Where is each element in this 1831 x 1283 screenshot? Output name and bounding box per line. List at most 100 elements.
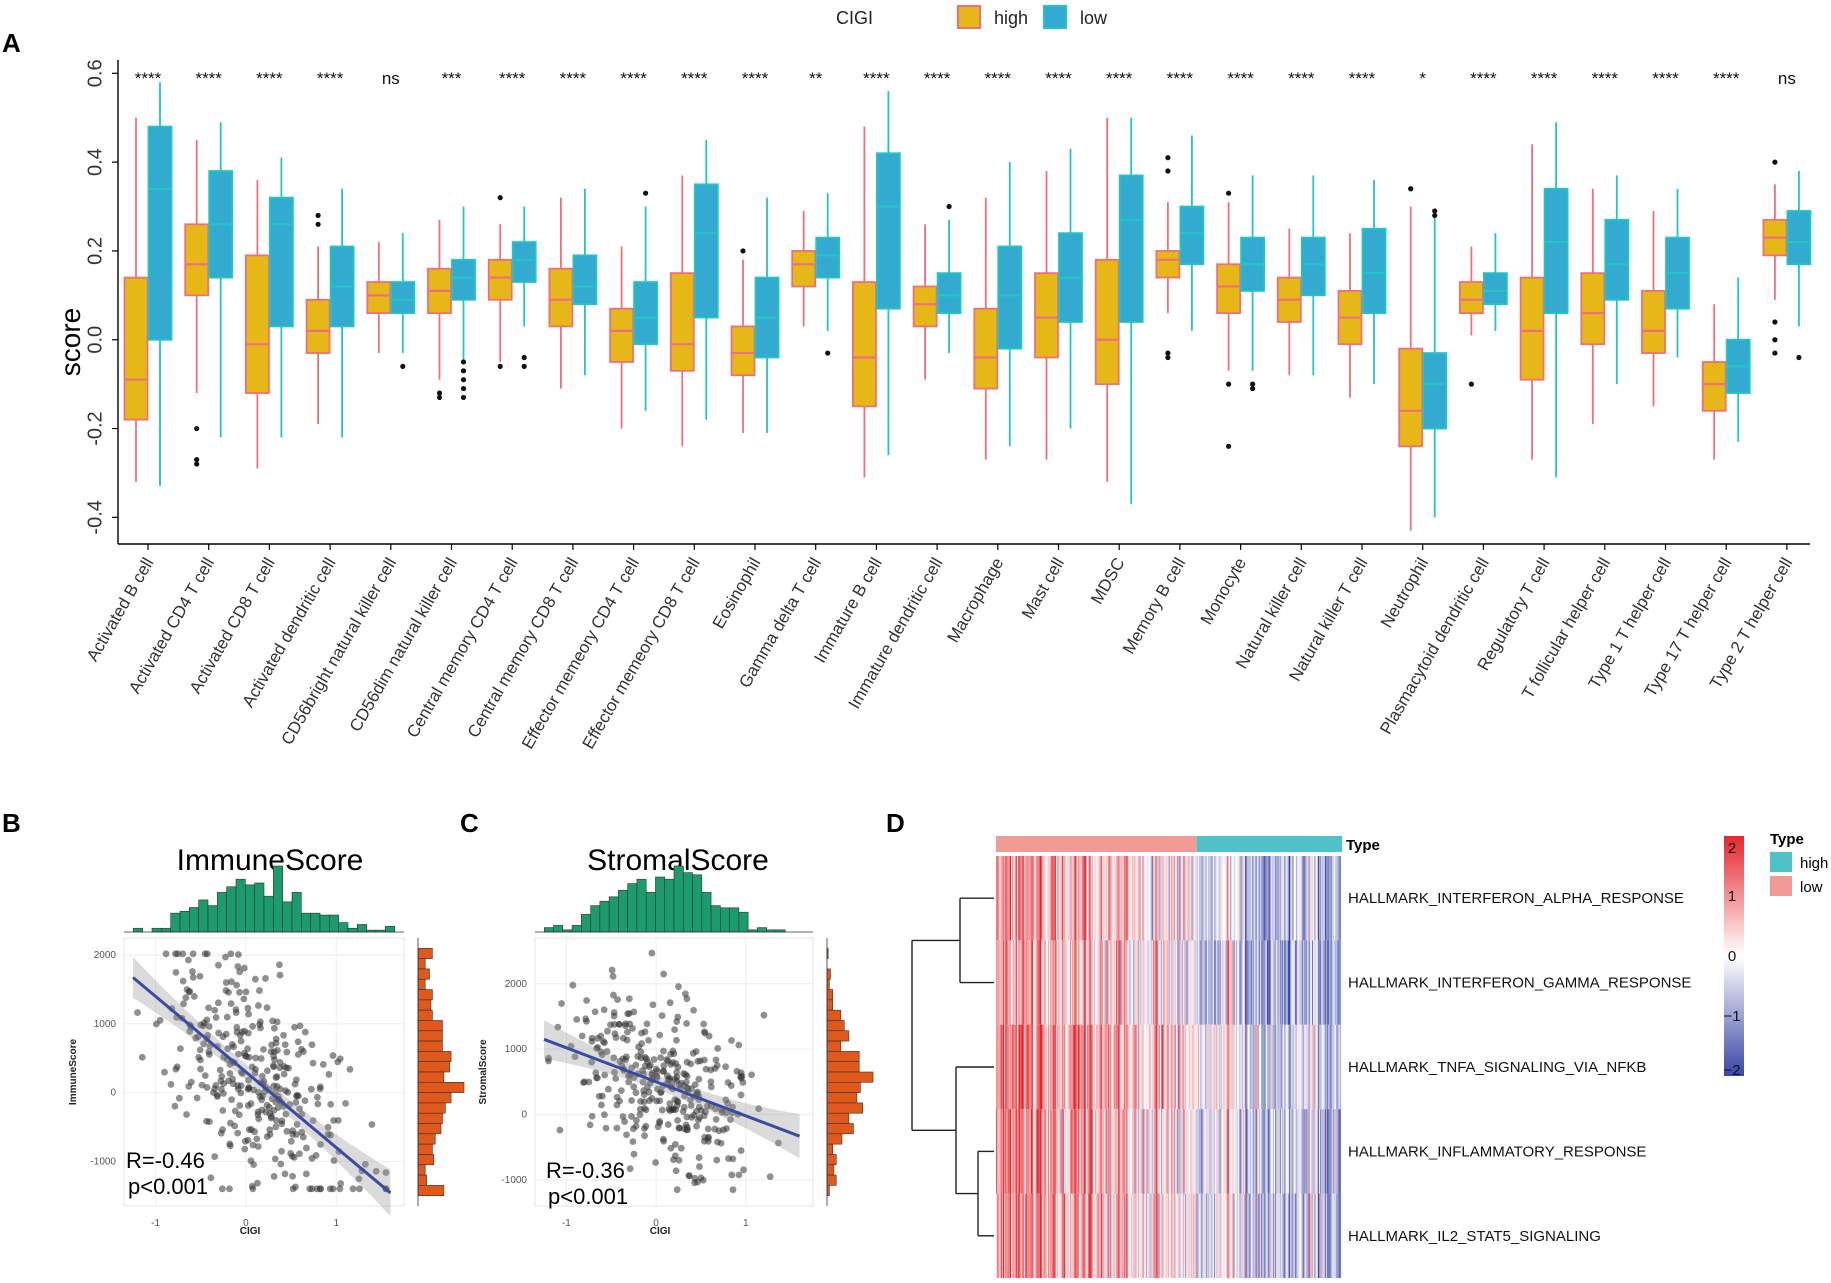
d-heat-cell [1046,856,1049,941]
d-heat-cell [1065,856,1067,941]
d-heat-cell [1219,940,1222,1025]
d-heat-cell [1213,1024,1216,1110]
b-point [314,1100,322,1108]
d-heat-cell [1057,1024,1059,1110]
c-point [657,1054,665,1062]
d-heat-cell [1091,1109,1094,1194]
a-x-tick-label: Plasmacytoid dendritic cell [1376,555,1493,738]
d-heat-cell [1202,1109,1205,1194]
b-point [244,1004,252,1012]
d-heat-cell [1098,856,1101,941]
d-heat-cell [1190,1193,1193,1278]
d-heat-cell [1282,856,1284,941]
c-point [630,1150,638,1158]
c-point [632,1061,640,1069]
d-heat-cell [1042,1193,1044,1278]
b-point [197,1065,204,1073]
d-heat-cell [1330,1109,1333,1194]
d-heat-cell [1233,856,1236,941]
d-heat-cell [1057,1109,1059,1194]
d-heat-cell [1164,1193,1167,1278]
d-heat-cell [1218,1109,1221,1194]
d-heat-cell [1122,856,1125,941]
c-point [658,1012,666,1019]
d-heat-cell [1064,1109,1066,1194]
d-heat-cell [1197,940,1200,1025]
d-heat-cell [1313,1024,1315,1110]
d-heat-cell [1002,1024,1005,1110]
d-heat-cell [1228,1193,1231,1278]
a-box-low [1361,227,1387,315]
d-heat-cell [1111,856,1114,941]
d-heat-cell [1321,1024,1323,1110]
d-heat-cell [1109,940,1111,1025]
d-heat-cell [1241,1109,1244,1194]
d-heat-cell [1226,1109,1229,1194]
d-heat-cell [1065,1193,1067,1278]
b-point [226,1185,233,1193]
d-heat-cell [1113,940,1116,1025]
d-heat-cell [1224,1193,1227,1278]
b-point [336,1055,344,1063]
d-heat-cell [1194,940,1197,1025]
d-heat-cell [1257,1024,1260,1110]
d-heat-cell [1308,1024,1311,1110]
d-heat-cell [1336,1024,1338,1110]
b-point [287,1137,295,1145]
d-heat-cell [1198,1193,1201,1278]
a-significance: **** [1106,69,1133,88]
d-heat-cell [1112,1193,1115,1278]
d-heat-cell [1076,1193,1079,1278]
b-point [179,950,187,958]
b-y-tick-label: 0 [110,1088,116,1099]
a-outlier-high [1772,350,1778,356]
d-heat-cell [1202,1024,1205,1110]
b-point [292,1131,300,1138]
d-heat-cell [1162,856,1164,941]
d-heat-cell [1313,1109,1315,1194]
d-heat-cell [1008,940,1011,1025]
b-point [199,1022,207,1030]
d-heat-cell [1122,1109,1125,1194]
c-hist-right-bar [826,1143,834,1155]
b-point [294,1038,302,1046]
b-point [263,1067,271,1075]
b-point [182,994,190,1002]
c-hist-top-bar [645,892,656,933]
b-hist-right [417,938,465,1206]
d-heat-cell [1136,1193,1139,1278]
d-heat-cell [1130,1024,1133,1110]
c-point [748,1071,756,1079]
a-box-high [487,258,513,301]
d-heat-cell [1312,1024,1314,1110]
d-heat-cell [1219,1193,1222,1278]
a-outlier-high [1165,155,1171,161]
d-heat-cell [1121,1109,1124,1194]
d-heat-cell [1070,1024,1073,1110]
d-heat-cell [1080,1193,1082,1278]
d-heat-cell [1076,1024,1079,1110]
d-heat-cell [1067,940,1070,1025]
c-hist-top-bar [590,905,601,933]
a-outlier-high [315,212,321,219]
b-point [300,1048,307,1055]
d-heat-cell [1216,940,1219,1025]
c-point [586,1121,594,1129]
d-heat-cell [1054,856,1057,941]
d-heat-cell [1082,940,1085,1025]
d-heat-cell [1154,940,1156,1025]
c-point [639,1078,647,1086]
d-heat-cell [1085,1193,1088,1278]
c-point [648,949,656,957]
d-heat-cell [1172,1193,1175,1278]
b-point [382,1169,390,1176]
d-heat-cell [1222,1109,1224,1194]
d-heat-cell [1039,856,1042,941]
legend-title: CIGI [836,8,873,28]
d-heat-cell [1291,940,1294,1025]
d-heat-cell [1149,940,1152,1025]
d-heat-cell [1340,1109,1343,1194]
d-heat-cell [1293,940,1296,1025]
d-heat-cell [1283,1193,1285,1278]
b-point [222,987,230,994]
